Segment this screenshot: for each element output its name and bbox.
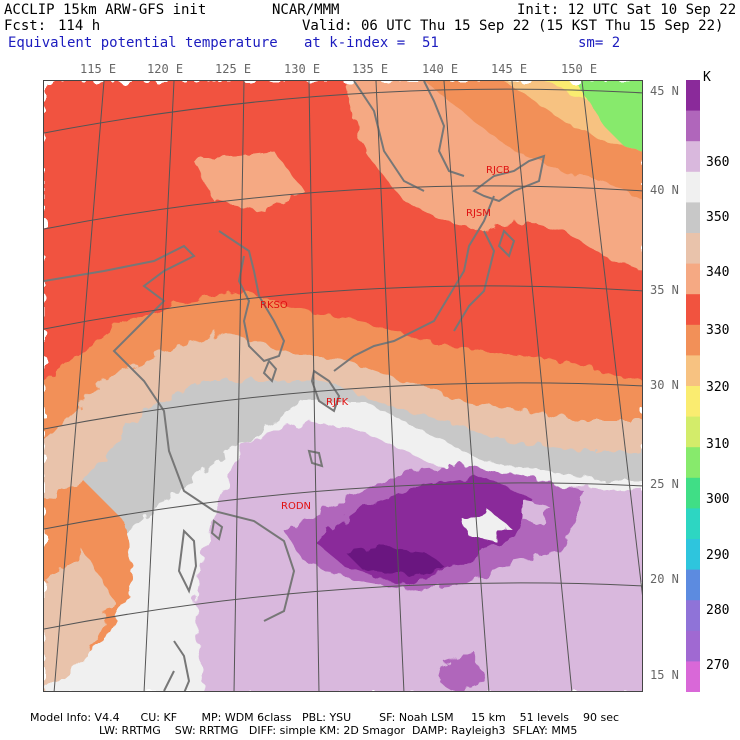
lat-label: 40 N bbox=[650, 183, 679, 197]
lat-lon-grid bbox=[44, 81, 642, 691]
colorbar bbox=[686, 80, 700, 692]
theta-e-shading bbox=[44, 81, 642, 691]
colorbar-swatch bbox=[686, 233, 700, 265]
init-time: Init: 12 UTC Sat 10 Sep 22 bbox=[517, 2, 737, 18]
lat-label: 25 N bbox=[650, 477, 679, 491]
colorbar-swatch bbox=[686, 386, 700, 418]
colorbar-swatch bbox=[686, 141, 700, 173]
colorbar-tick: 280 bbox=[706, 603, 730, 618]
colorbar-swatch bbox=[686, 508, 700, 540]
colorbar-swatch bbox=[686, 539, 700, 571]
theta-e-map: RJCB RJSM RKSO RJFK RODN bbox=[43, 80, 643, 692]
lon-label: 120 E bbox=[147, 62, 184, 76]
valid-time: Valid: 06 UTC Thu 15 Sep 22 (15 KST Thu … bbox=[302, 18, 724, 34]
lat-label: 30 N bbox=[650, 378, 679, 392]
lon-label: 130 E bbox=[284, 62, 321, 76]
station-rodn: RODN bbox=[281, 501, 311, 512]
station-rjcb: RJCB bbox=[486, 165, 510, 176]
colorbar-tick: 320 bbox=[706, 380, 730, 395]
colorbar-tick: 360 bbox=[706, 155, 730, 170]
colorbar-unit: K bbox=[703, 70, 711, 85]
forecast-label: Fcst: bbox=[4, 18, 47, 34]
colorbar-swatch bbox=[686, 355, 700, 387]
colorbar-swatch bbox=[686, 294, 700, 326]
smoothing-info: sm= 2 bbox=[578, 35, 621, 51]
colorbar-swatch bbox=[686, 661, 700, 692]
forecast-hour: 114 h bbox=[58, 18, 101, 34]
colorbar-swatch bbox=[686, 569, 700, 601]
colorbar-swatch bbox=[686, 416, 700, 448]
colorbar-swatch bbox=[686, 477, 700, 509]
lat-label: 35 N bbox=[650, 283, 679, 297]
field-name: Equivalent potential temperature bbox=[8, 35, 278, 51]
colorbar-swatch bbox=[686, 202, 700, 234]
colorbar-swatch bbox=[686, 630, 700, 662]
colorbar-swatch bbox=[686, 447, 700, 479]
lat-label: 15 N bbox=[650, 668, 679, 682]
colorbar-tick: 350 bbox=[706, 210, 730, 225]
colorbar-tick: 270 bbox=[706, 658, 730, 673]
colorbar-tick: 290 bbox=[706, 548, 730, 563]
colorbar-tick: 300 bbox=[706, 492, 730, 507]
lat-label: 20 N bbox=[650, 572, 679, 586]
station-labels: RJCB RJSM RKSO RJFK RODN bbox=[260, 165, 510, 512]
lon-label: 125 E bbox=[215, 62, 252, 76]
colorbar-swatch bbox=[686, 263, 700, 295]
colorbar-swatch bbox=[686, 171, 700, 203]
lat-label: 45 N bbox=[650, 84, 679, 98]
station-rjfk: RJFK bbox=[326, 397, 349, 408]
colorbar-swatch bbox=[686, 110, 700, 142]
station-rjsm: RJSM bbox=[466, 208, 491, 219]
center-label: NCAR/MMM bbox=[272, 2, 340, 18]
lon-label: 145 E bbox=[491, 62, 528, 76]
colorbar-tick: 340 bbox=[706, 265, 730, 280]
station-rkso: RKSO bbox=[260, 300, 288, 311]
lon-label: 135 E bbox=[352, 62, 389, 76]
lon-label: 140 E bbox=[422, 62, 459, 76]
coastlines bbox=[44, 81, 546, 691]
lon-label: 115 E bbox=[80, 62, 117, 76]
level-info: at k-index = 51 bbox=[304, 35, 439, 51]
colorbar-tick: 330 bbox=[706, 323, 730, 338]
lon-label: 150 E bbox=[561, 62, 598, 76]
colorbar-swatch bbox=[686, 80, 700, 112]
colorbar-swatch bbox=[686, 324, 700, 356]
model-info-line1: Model Info: V4.4 CU: KF MP: WDM 6class P… bbox=[30, 711, 620, 724]
model-info-line2: LW: RRTMG SW: RRTMG DIFF: simple KM: 2D … bbox=[99, 724, 578, 737]
model-title: ACCLIP 15km ARW-GFS init bbox=[4, 2, 207, 18]
colorbar-tick: 310 bbox=[706, 437, 730, 452]
colorbar-swatch bbox=[686, 600, 700, 632]
